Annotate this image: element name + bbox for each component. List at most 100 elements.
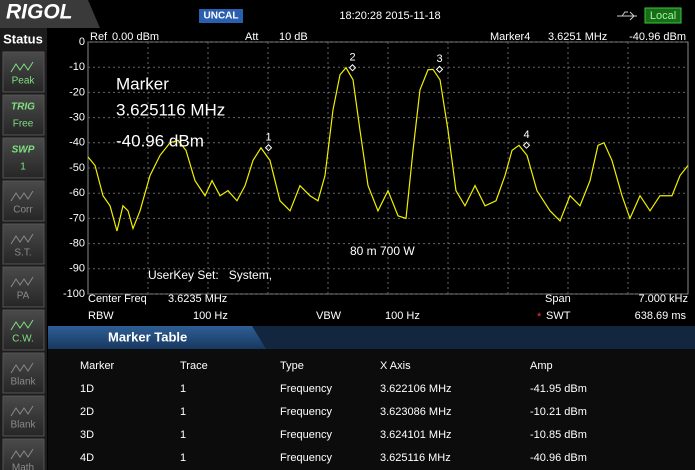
table-cell: 1 [180,452,186,464]
table-cell: 3.622106 MHz [380,383,452,395]
y-tick-label: -10 [69,61,85,73]
marker-amp: -40.96 dBm [629,31,686,43]
table-cell: Frequency [280,383,332,395]
status-button [2,395,45,437]
att-label: Att [245,31,258,43]
plot-panel [48,28,695,322]
status-icon [10,362,34,374]
status-button-label: Blank [10,420,36,431]
status-button [2,266,45,308]
status-button-label: Blank [10,377,36,388]
marker-diamond [522,141,531,149]
ref-label: Ref [90,31,108,43]
marker-number: 2 [349,52,355,64]
status-button-label: Peak [12,76,36,87]
vbw-label: VBW [316,310,342,322]
table-cell: Frequency [280,406,332,418]
status-icon [10,448,34,460]
y-tick-label: -100 [63,288,85,300]
marker-label: Marker4 [490,31,530,43]
status-button-label: PA [17,291,30,302]
rbw-value: 100 Hz [193,310,228,322]
status-icon [10,276,34,288]
table-cell: 4D [80,452,94,464]
status-button [2,94,45,136]
table-cell: -10.85 dBm [530,429,587,441]
table-cell: Frequency [280,452,332,464]
usb-icon [617,11,637,21]
att-value: 10 dB [279,31,308,43]
table-cell: -41.95 dBm [530,383,587,395]
table-cell: -40.96 dBm [530,452,587,464]
marker-freq: 3.6251 MHz [548,31,607,43]
status-button-label: Corr [13,205,33,216]
status-button-label: 1 [20,162,26,173]
status-button [2,180,45,222]
logo: RIGOL [6,1,73,24]
local: Local [650,10,676,22]
status-icon [10,405,34,417]
marker-number: 3 [436,53,442,65]
center-value: 3.6235 MHz [168,293,227,305]
table-cell: 1 [180,406,186,418]
status-icon [10,61,34,73]
status-button-label: Math [12,463,34,470]
marker-number: 4 [523,129,529,141]
y-tick-label: 0 [79,36,85,48]
table-cell: 1 [180,383,186,395]
column-header: Trace [180,360,208,372]
y-tick-label: -40 [69,137,85,149]
status-icon [10,319,34,331]
table-panel [48,326,695,470]
rbw-label: RBW [88,310,114,322]
status-button [2,51,45,93]
ref-value: 0.00 dBm [112,31,159,43]
swt-value: 638.69 ms [635,310,687,322]
y-tick-label: -70 [69,212,85,224]
table-cell: 2D [80,406,94,418]
y-tick-label: -30 [69,112,85,124]
power-note: 80 m 700 W [350,244,415,258]
datetime: 18:20:28 2015-11-18 [339,10,440,22]
column-header: Type [280,360,304,372]
marker-diamond [435,65,444,74]
marker-readout: -40.96 dBm [116,131,204,150]
y-tick-label: -20 [69,86,85,98]
status-button [2,137,45,179]
column-header: Amp [530,360,553,372]
table-title: Marker Table [108,329,187,344]
uncal: UNCAL [204,11,239,22]
status-button-top: SWP [12,145,35,156]
table-cell: Frequency [280,429,332,441]
status-button-label: C.W. [12,334,34,345]
logo-bg [0,0,100,28]
status-button-label: S.T. [14,248,31,259]
status-button [2,438,45,470]
marker-diamond [264,144,273,152]
column-header: X Axis [380,360,411,372]
status-button-label: Free [13,119,34,130]
column-header: Marker [80,360,115,372]
status-title: Status [3,31,43,46]
y-tick-label: -80 [69,238,85,250]
table-cell: 1 [180,429,186,441]
local-box [644,7,682,24]
status-button [2,309,45,351]
table-tab [48,326,266,349]
center-label: Center Freq [88,293,147,305]
y-tick-label: -50 [69,162,85,174]
status-button [2,223,45,265]
swt-flag: * [537,311,542,323]
userkey: UserKey Set: System, [148,268,272,282]
trace [87,66,689,232]
table-cell: 3.625116 MHz [380,452,451,464]
marker-number: 1 [265,132,271,144]
table-cell: 3D [80,429,94,441]
status-icon [10,190,34,202]
table-cell: 1D [80,383,94,395]
span-value: 7.000 kHz [638,293,688,305]
span-label: Span [545,293,571,305]
marker-diamond [348,64,357,72]
status-icon [10,233,34,245]
